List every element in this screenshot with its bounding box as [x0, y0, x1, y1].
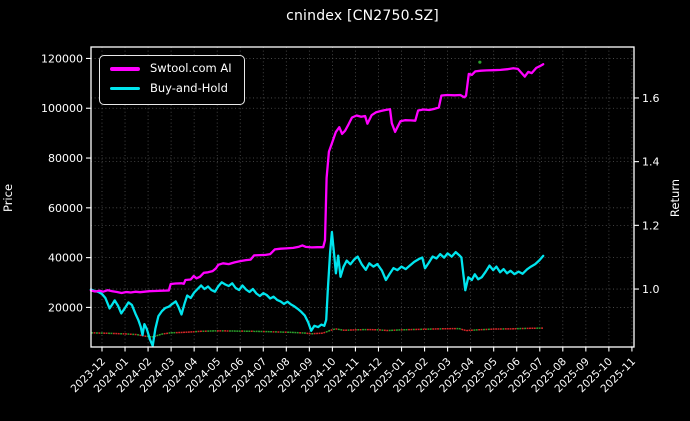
legend-label-buy-and-hold: Buy-and-Hold: [150, 80, 228, 95]
y-right-tick-label: 1.6: [642, 92, 660, 105]
y-left-tick-label: 100000: [41, 102, 83, 115]
y-left-tick-label: 60000: [48, 202, 83, 215]
y-right-tick-label: 1.4: [642, 156, 660, 169]
plot-border: [90, 46, 635, 348]
legend-item-swtool-ai: Swtool.com AI: [110, 61, 232, 76]
chart-title: cnindex [CN2750.SZ]: [286, 8, 439, 24]
y-left-tick-label: 20000: [48, 301, 83, 314]
y-right-tick-label: 1.0: [642, 283, 660, 296]
legend-swatch-buy-and-hold: [110, 86, 140, 91]
y-left-tick-label: 120000: [41, 52, 83, 65]
legend-swatch-swtool-ai: [110, 67, 140, 71]
series-index-dotted: [91, 327, 544, 338]
legend-label-swtool-ai: Swtool.com AI: [150, 61, 232, 75]
axis-ticks: [86, 57, 639, 352]
y-left-tick-label: 80000: [48, 152, 83, 165]
series-swtool-ai-line: [89, 63, 545, 295]
y-left-tick-label: 40000: [48, 252, 83, 265]
legend-item-buy-and-hold: Buy-and-Hold: [110, 80, 232, 96]
series-buy-and-hold-line: [89, 230, 545, 347]
y-right-tick-label: 1.2: [642, 219, 660, 232]
legend: Swtool.com AI Buy-and-Hold: [99, 55, 245, 105]
buy-marker-dot: [478, 60, 482, 64]
